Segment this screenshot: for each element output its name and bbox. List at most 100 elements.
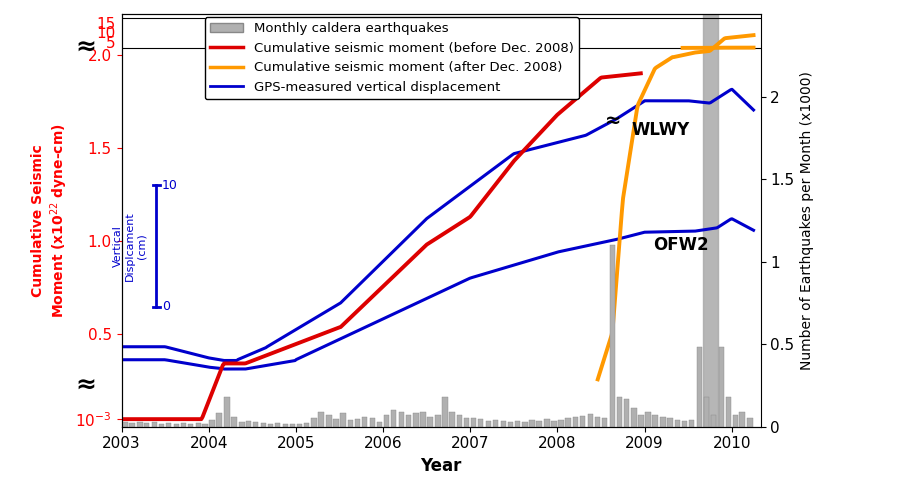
Bar [290,424,295,427]
Bar [268,424,274,427]
Bar [442,397,447,427]
Bar [303,423,309,427]
Bar [544,419,550,427]
Bar [682,421,688,427]
Bar [428,416,433,427]
Bar [486,421,491,427]
Bar [377,422,382,427]
Bar [327,415,332,427]
Bar [573,416,579,427]
Bar [740,412,745,427]
Bar [239,422,245,427]
Bar [274,423,280,427]
Bar [697,348,702,427]
Bar [522,422,527,427]
Bar [224,397,230,427]
Bar [652,415,658,427]
Bar [595,417,600,427]
Bar [355,419,360,427]
Text: 5: 5 [105,36,115,51]
Bar [515,421,520,427]
Text: 10: 10 [162,179,178,191]
Bar [311,418,317,427]
Bar [181,423,186,427]
X-axis label: Year: Year [420,457,462,475]
Bar [638,415,644,427]
Bar [348,420,354,427]
Bar [529,420,535,427]
Y-axis label: Number of Earthquakes per Month (x1000): Number of Earthquakes per Month (x1000) [800,71,814,370]
Bar [166,423,171,427]
Bar [508,422,513,427]
Bar [733,415,738,427]
Bar [413,414,418,427]
Bar [297,424,302,427]
Bar [130,423,135,427]
Bar [333,419,338,427]
Bar [718,348,724,427]
Bar [588,414,593,427]
Bar [551,421,556,427]
Bar [210,420,215,427]
Bar [609,245,615,427]
Bar [159,424,165,427]
Bar [137,422,142,427]
Bar [675,420,680,427]
Bar [457,415,463,427]
Text: Vertical
Displcament
(cm): Vertical Displcament (cm) [113,211,146,281]
Bar [449,412,454,427]
Bar [399,412,404,427]
Bar [231,416,237,427]
Bar [616,397,622,427]
Bar [645,412,651,427]
Bar [436,415,441,427]
Bar [202,424,208,427]
Bar [370,417,375,427]
Bar [711,415,716,427]
Bar [500,421,506,427]
Bar [703,14,718,427]
Text: ≈: ≈ [76,36,97,60]
Bar [471,417,476,427]
Bar [464,417,470,427]
Bar [253,422,258,427]
Bar [478,419,483,427]
Bar [391,410,396,427]
Bar [536,421,542,427]
Bar [688,420,694,427]
Bar [632,408,637,427]
Bar [188,424,194,427]
Text: 15: 15 [96,17,115,32]
Text: ≈: ≈ [606,111,622,130]
Bar [747,418,752,427]
Bar [195,423,201,427]
Bar [565,418,571,427]
Bar [144,423,149,427]
Bar [580,416,585,427]
Text: 10: 10 [96,27,115,41]
Bar [152,422,158,427]
Bar [319,412,324,427]
Bar [602,418,608,427]
Bar [122,422,128,427]
Bar [283,424,288,427]
Bar [725,397,731,427]
Bar [420,412,426,427]
Text: 0: 0 [162,300,170,313]
Bar [704,397,709,427]
Bar [558,420,563,427]
Bar [624,399,629,427]
Bar [383,415,389,427]
Bar [406,415,411,427]
Text: ≈: ≈ [76,374,97,398]
Legend: Monthly caldera earthquakes, Cumulative seismic moment (before Dec. 2008), Cumul: Monthly caldera earthquakes, Cumulative … [205,17,579,99]
Bar [661,416,666,427]
Bar [246,421,251,427]
Text: WLWY: WLWY [632,121,689,139]
Bar [362,416,367,427]
Bar [261,423,266,427]
Y-axis label: Cumulative Seismic
Moment (x10$^{22}$ dyne-cm): Cumulative Seismic Moment (x10$^{22}$ dy… [32,123,70,318]
Bar [174,424,179,427]
Bar [340,414,346,427]
Bar [493,420,499,427]
